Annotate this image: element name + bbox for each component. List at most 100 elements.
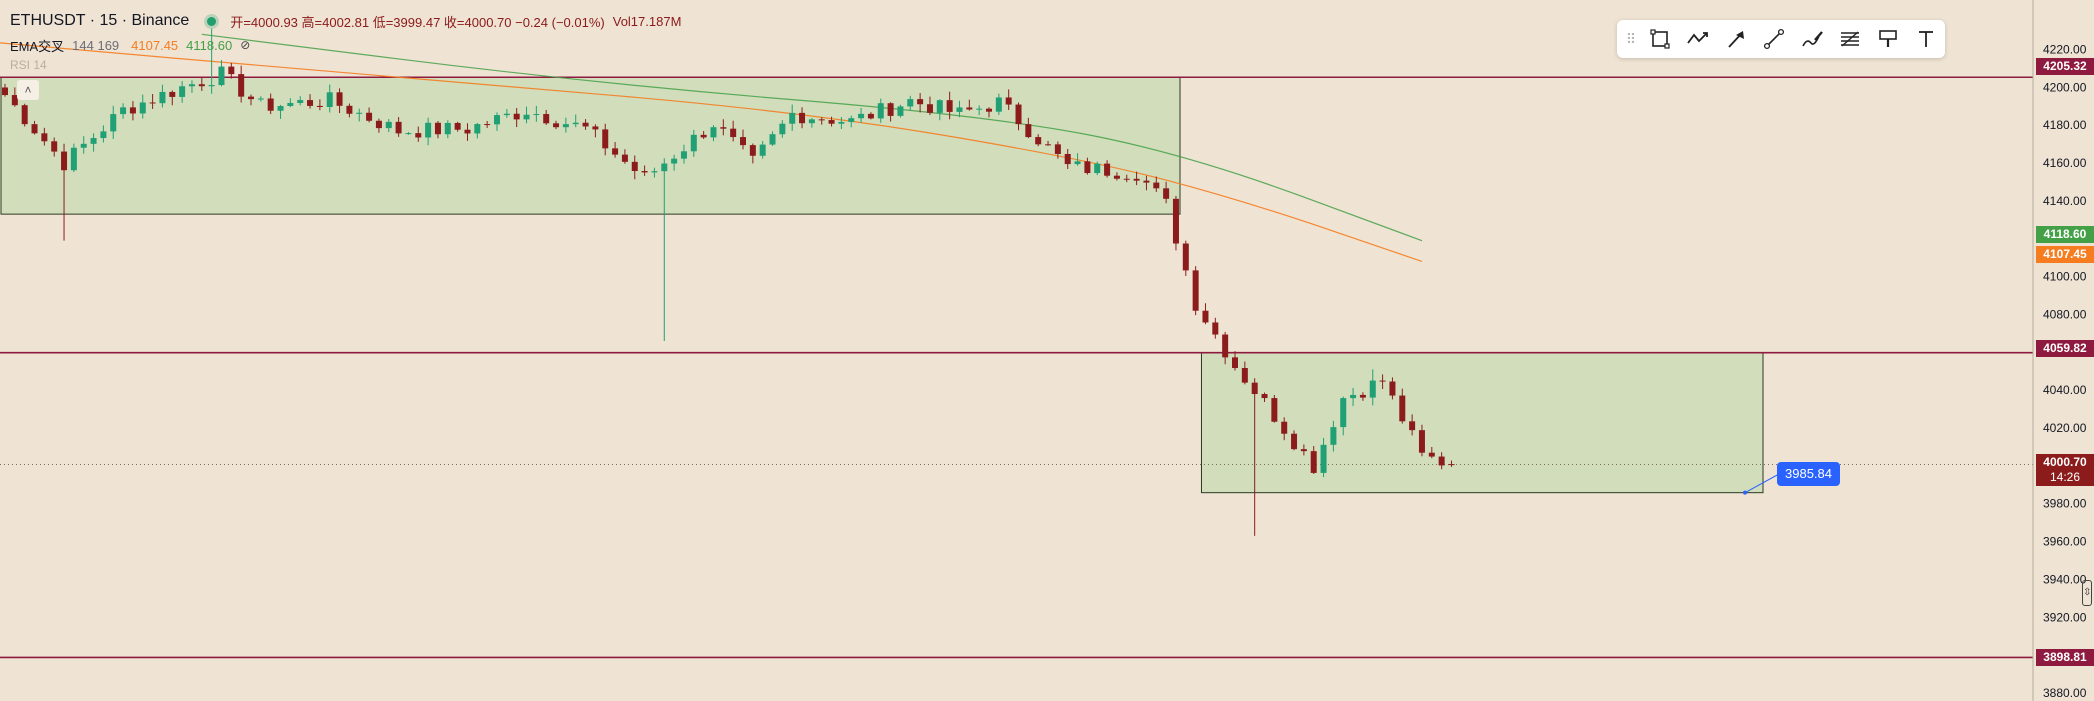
candle-body[interactable] bbox=[612, 148, 619, 155]
candle-body[interactable] bbox=[641, 171, 648, 173]
candle-body[interactable] bbox=[572, 122, 579, 125]
candle-body[interactable] bbox=[779, 123, 786, 135]
candle-body[interactable] bbox=[986, 108, 992, 112]
symbol-title[interactable]: ETHUSDT · 15 · Binance bbox=[10, 12, 190, 29]
rectangle-icon[interactable] bbox=[1641, 20, 1679, 58]
candle-body[interactable] bbox=[1399, 395, 1406, 422]
candle-body[interactable] bbox=[730, 128, 737, 138]
candle-body[interactable] bbox=[1300, 449, 1307, 452]
candle-body[interactable] bbox=[799, 112, 806, 124]
candle-body[interactable] bbox=[100, 131, 107, 139]
candle-body[interactable] bbox=[267, 98, 274, 111]
hidden-indicator-label[interactable]: RSI 14 bbox=[10, 58, 47, 72]
fib-retracement-icon[interactable] bbox=[1831, 20, 1869, 58]
candle-body[interactable] bbox=[1379, 380, 1386, 382]
candle-body[interactable] bbox=[80, 143, 87, 148]
candle-body[interactable] bbox=[1182, 243, 1189, 271]
candle-body[interactable] bbox=[1172, 198, 1179, 244]
candle-body[interactable] bbox=[1192, 270, 1199, 311]
candle-body[interactable] bbox=[188, 84, 195, 87]
candle-body[interactable] bbox=[828, 120, 835, 124]
candle-body[interactable] bbox=[238, 74, 245, 97]
candle-body[interactable] bbox=[1153, 182, 1160, 189]
candle-body[interactable] bbox=[523, 114, 530, 120]
candle-body[interactable] bbox=[129, 107, 136, 114]
candle-body[interactable] bbox=[1133, 178, 1140, 181]
candle-body[interactable] bbox=[789, 112, 796, 124]
candle-body[interactable] bbox=[139, 102, 146, 114]
candle-body[interactable] bbox=[218, 66, 225, 86]
candle-body[interactable] bbox=[277, 105, 284, 111]
highlighter-icon[interactable] bbox=[1869, 20, 1907, 58]
candle-body[interactable] bbox=[651, 171, 658, 173]
ema-indicator-name[interactable]: EMA交叉 bbox=[10, 38, 65, 54]
candle-body[interactable] bbox=[907, 99, 914, 107]
chevron-up-icon[interactable]: ˄ bbox=[17, 80, 39, 100]
candle-body[interactable] bbox=[356, 112, 363, 114]
candle-body[interactable] bbox=[1232, 357, 1238, 369]
candle-body[interactable] bbox=[336, 92, 343, 106]
candle-body[interactable] bbox=[956, 107, 963, 112]
consolidation-zone[interactable] bbox=[0, 76, 1181, 215]
candle-body[interactable] bbox=[1015, 104, 1022, 125]
candle-body[interactable] bbox=[179, 86, 186, 97]
candle-body[interactable] bbox=[474, 124, 481, 134]
candle-body[interactable] bbox=[375, 120, 382, 129]
candle-body[interactable] bbox=[513, 113, 520, 120]
candle-body[interactable] bbox=[897, 106, 904, 116]
candle-body[interactable] bbox=[307, 100, 314, 106]
candle-body[interactable] bbox=[169, 91, 176, 97]
candle-body[interactable] bbox=[444, 122, 451, 135]
candle-body[interactable] bbox=[1271, 398, 1278, 422]
candle-body[interactable] bbox=[2, 87, 8, 96]
candle-body[interactable] bbox=[1212, 322, 1219, 335]
candle-body[interactable] bbox=[769, 134, 776, 145]
candle-body[interactable] bbox=[1291, 433, 1298, 450]
measure-label[interactable]: 3985.84 bbox=[1777, 462, 1840, 486]
candle-body[interactable] bbox=[1241, 368, 1248, 383]
candle-body[interactable] bbox=[395, 121, 402, 134]
candle-body[interactable] bbox=[582, 122, 589, 127]
candle-body[interactable] bbox=[228, 66, 235, 75]
candle-body[interactable] bbox=[671, 158, 678, 164]
candle-body[interactable] bbox=[1113, 175, 1120, 179]
candle-body[interactable] bbox=[41, 133, 48, 142]
candle-body[interactable] bbox=[1045, 144, 1052, 146]
candle-body[interactable] bbox=[434, 122, 441, 135]
candle-body[interactable] bbox=[198, 84, 205, 87]
candle-body[interactable] bbox=[11, 95, 18, 106]
candle-body[interactable] bbox=[602, 129, 609, 149]
candle-body[interactable] bbox=[740, 137, 746, 146]
candle-body[interactable] bbox=[366, 112, 373, 121]
candle-body[interactable] bbox=[159, 91, 166, 104]
candle-body[interactable] bbox=[110, 114, 117, 132]
candle-body[interactable] bbox=[1054, 144, 1061, 154]
candle-body[interactable] bbox=[1448, 464, 1455, 466]
candle-body[interactable] bbox=[297, 100, 304, 103]
candle-body[interactable] bbox=[415, 133, 422, 138]
candle-body[interactable] bbox=[749, 145, 756, 156]
candle-body[interactable] bbox=[1369, 380, 1376, 398]
candle-body[interactable] bbox=[543, 114, 550, 124]
candle-body[interactable] bbox=[405, 133, 412, 135]
arrow-icon[interactable] bbox=[1717, 20, 1755, 58]
ema-fast-line[interactable] bbox=[0, 38, 1423, 263]
consolidation-zone[interactable] bbox=[1200, 352, 1764, 494]
candle-body[interactable] bbox=[1064, 153, 1071, 165]
candle-body[interactable] bbox=[1359, 394, 1366, 398]
drag-handle-icon[interactable]: ⠿ bbox=[1625, 30, 1637, 47]
candle-body[interactable] bbox=[326, 92, 333, 107]
candle-body[interactable] bbox=[720, 127, 727, 129]
candle-body[interactable] bbox=[1281, 421, 1288, 434]
candle-body[interactable] bbox=[454, 122, 461, 130]
candle-body[interactable] bbox=[995, 97, 1002, 112]
candle-body[interactable] bbox=[346, 105, 353, 114]
candle-body[interactable] bbox=[1123, 178, 1130, 180]
candle-body[interactable] bbox=[208, 85, 215, 87]
text-icon[interactable] bbox=[1907, 20, 1945, 58]
candle-body[interactable] bbox=[1025, 124, 1032, 138]
candle-body[interactable] bbox=[248, 96, 254, 100]
candle-body[interactable] bbox=[287, 102, 294, 106]
candle-body[interactable] bbox=[149, 102, 156, 104]
